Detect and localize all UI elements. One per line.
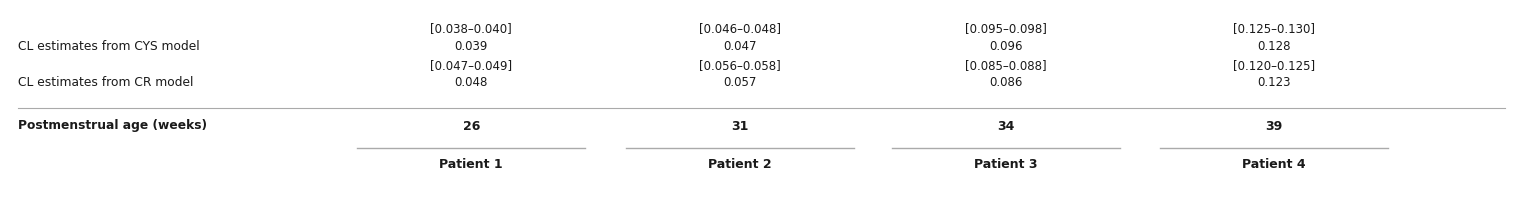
Text: Postmenstrual age (weeks): Postmenstrual age (weeks): [18, 119, 207, 133]
Text: 31: 31: [731, 119, 749, 133]
Text: 0.048: 0.048: [454, 77, 488, 90]
Text: Patient 1: Patient 1: [439, 158, 503, 172]
Text: [0.056–0.058]: [0.056–0.058]: [699, 60, 781, 73]
Text: Patient 4: Patient 4: [1242, 158, 1306, 172]
Text: CL estimates from CR model: CL estimates from CR model: [18, 77, 193, 90]
Text: Patient 2: Patient 2: [708, 158, 772, 172]
Text: [0.120–0.125]: [0.120–0.125]: [1233, 60, 1315, 73]
Text: 0.123: 0.123: [1257, 77, 1290, 90]
Text: 34: 34: [997, 119, 1015, 133]
Text: Patient 3: Patient 3: [974, 158, 1038, 172]
Text: [0.047–0.049]: [0.047–0.049]: [430, 60, 512, 73]
Text: [0.046–0.048]: [0.046–0.048]: [699, 22, 781, 36]
Text: CL estimates from CYS model: CL estimates from CYS model: [18, 39, 199, 53]
Text: 0.039: 0.039: [454, 39, 488, 53]
Text: 0.096: 0.096: [990, 39, 1023, 53]
Text: 0.086: 0.086: [990, 77, 1023, 90]
Text: 39: 39: [1265, 119, 1283, 133]
Text: 26: 26: [462, 119, 480, 133]
Text: 0.057: 0.057: [724, 77, 757, 90]
Text: [0.085–0.088]: [0.085–0.088]: [965, 60, 1047, 73]
Text: [0.038–0.040]: [0.038–0.040]: [430, 22, 512, 36]
Text: 0.047: 0.047: [724, 39, 757, 53]
Text: [0.125–0.130]: [0.125–0.130]: [1233, 22, 1315, 36]
Text: [0.095–0.098]: [0.095–0.098]: [965, 22, 1047, 36]
Text: 0.128: 0.128: [1257, 39, 1290, 53]
